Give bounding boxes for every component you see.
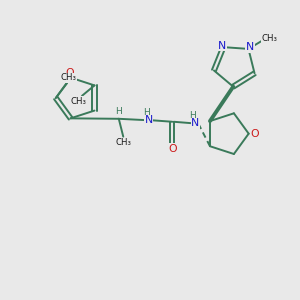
Text: O: O <box>250 129 259 139</box>
Text: H: H <box>143 108 149 117</box>
Text: H: H <box>116 107 122 116</box>
Text: CH₃: CH₃ <box>61 73 76 82</box>
Text: CH₃: CH₃ <box>70 97 86 106</box>
Text: N: N <box>191 118 199 128</box>
Text: CH₃: CH₃ <box>116 138 132 147</box>
Text: H: H <box>189 111 196 120</box>
Text: CH₃: CH₃ <box>262 34 278 43</box>
Text: O: O <box>66 68 74 78</box>
Text: N: N <box>218 41 226 51</box>
Text: N: N <box>246 42 254 52</box>
Text: N: N <box>144 115 153 125</box>
Text: O: O <box>168 144 177 154</box>
